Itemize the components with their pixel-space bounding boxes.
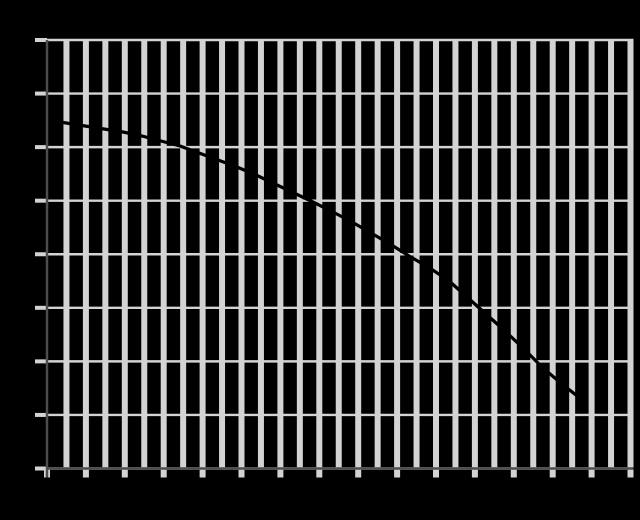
axes (45, 40, 634, 478)
series-line (58, 120, 583, 401)
data-curve (58, 120, 583, 401)
x-ticks (44, 468, 634, 478)
y-ticks (35, 38, 47, 471)
